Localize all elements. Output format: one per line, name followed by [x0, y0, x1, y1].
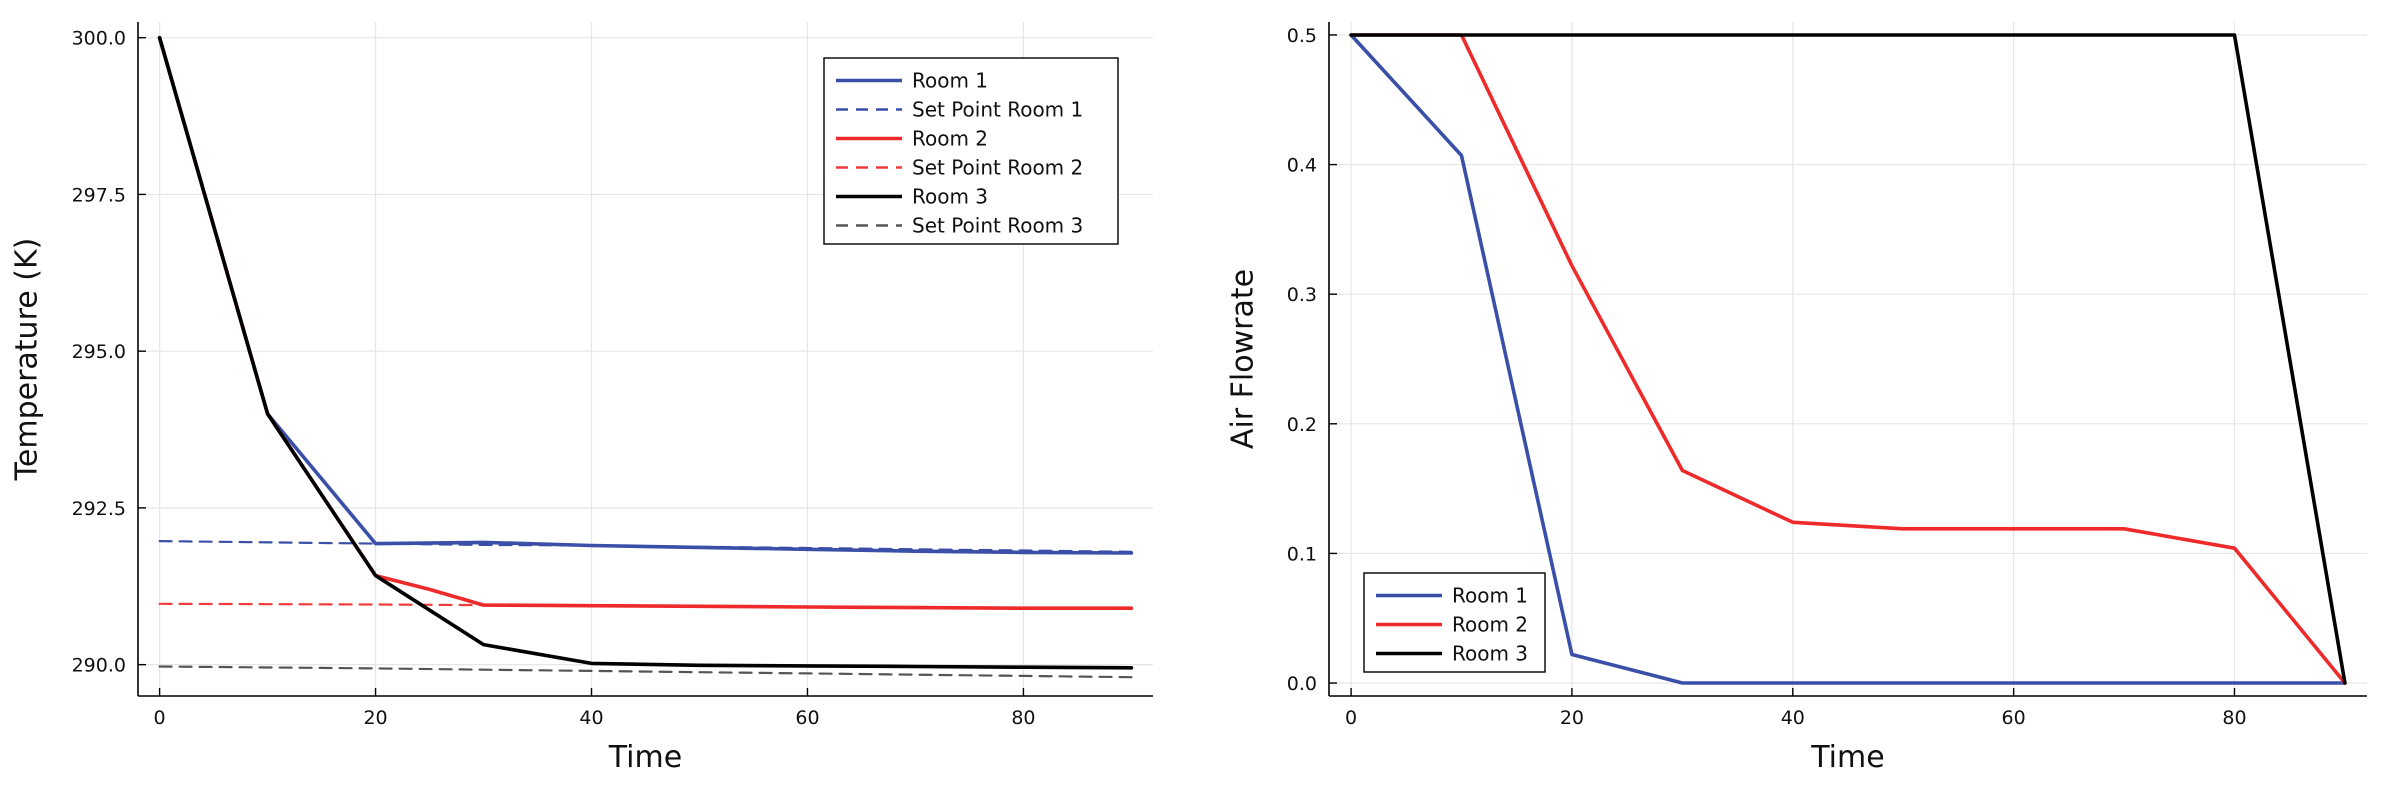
x-tick-label: 0 [154, 707, 166, 729]
y-tick-label: 297.5 [72, 184, 126, 206]
legend: Room 1 Room 2 Room 3 [1364, 573, 1545, 672]
chart-panel-2: 0 20 40 60 80 0.0 0.1 0.2 0.3 0.4 0.5 Time Air Flowr… [1226, 22, 2368, 775]
legend-label: Set Point Room 3 [912, 214, 1083, 238]
chart-panel-1: 0 20 40 60 80 290.0 292.5 295.0 297.5 300.0 Time Te… [10, 22, 1154, 775]
legend-label: Room 1 [912, 69, 988, 93]
legend-label: Room 2 [1452, 613, 1528, 637]
x-axis-title: Time [608, 740, 682, 775]
legend-label: Room 2 [912, 127, 988, 151]
y-tick-label: 300.0 [72, 28, 126, 50]
y-tick-label: 0.2 [1287, 414, 1317, 436]
legend-label: Room 3 [912, 185, 988, 209]
y-tick-label: 0.0 [1287, 673, 1317, 695]
figure: 0 20 40 60 80 290.0 292.5 295.0 297.5 300.0 Time Te… [0, 0, 2386, 781]
x-tick-label: 80 [2222, 707, 2246, 729]
y-tick-label: 295.0 [72, 341, 126, 363]
y-tick-label: 0.4 [1287, 155, 1317, 177]
x-axis-title: Time [1810, 740, 1884, 775]
y-tick-label: 0.1 [1287, 543, 1317, 565]
x-tick-label: 60 [795, 707, 819, 729]
y-tick-label: 0.3 [1287, 284, 1317, 306]
y-axis-title: Air Flowrate [1226, 269, 1261, 449]
legend: Room 1 Set Point Room 1 Room 2 Set Point Ro… [824, 58, 1118, 244]
x-tick-label: 40 [1781, 707, 1805, 729]
legend-label: Set Point Room 1 [912, 98, 1083, 122]
y-axis-title: Temperature (K) [10, 238, 45, 482]
x-tick-label: 20 [1560, 707, 1584, 729]
legend-label: Room 1 [1452, 584, 1528, 608]
y-tick-label: 292.5 [72, 498, 126, 520]
x-tick-label: 60 [2002, 707, 2026, 729]
y-tick-label: 0.5 [1287, 25, 1317, 47]
x-tick-label: 40 [579, 707, 603, 729]
x-tick-label: 80 [1011, 707, 1035, 729]
x-tick-label: 20 [363, 707, 387, 729]
legend-label: Set Point Room 2 [912, 156, 1083, 180]
legend-label: Room 3 [1452, 642, 1528, 666]
figure-svg: 0 20 40 60 80 290.0 292.5 295.0 297.5 300.0 Time Te… [0, 0, 2386, 781]
x-tick-label: 0 [1345, 707, 1357, 729]
y-tick-label: 290.0 [72, 655, 126, 677]
